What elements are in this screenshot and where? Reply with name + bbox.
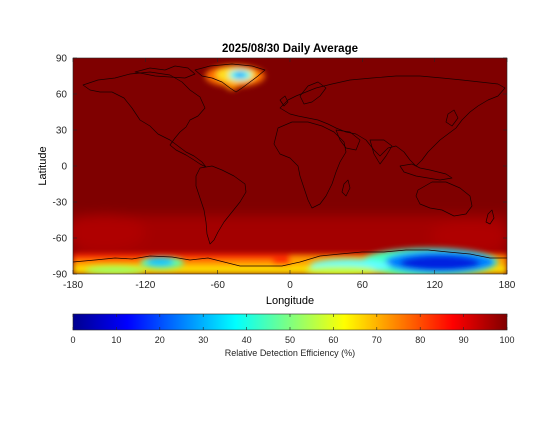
chart-title: 2025/08/30 Daily Average bbox=[222, 43, 358, 55]
coastline-japan bbox=[445, 109, 459, 127]
coastline-madagascar bbox=[341, 179, 351, 197]
plot-area bbox=[73, 58, 507, 274]
x-tick-label-0: -180 bbox=[63, 280, 83, 291]
coastline-british-isles bbox=[279, 95, 289, 107]
coastline-antarctica bbox=[73, 249, 507, 267]
x-axis-label: Longitude bbox=[266, 295, 314, 307]
y-tick-label-2: 30 bbox=[56, 126, 68, 137]
colorbar-tick-label-10: 100 bbox=[499, 335, 514, 345]
colorbar-tick-label-8: 80 bbox=[415, 335, 425, 345]
x-tick-label-5: 120 bbox=[426, 280, 443, 291]
coastline-australia bbox=[415, 181, 473, 217]
colorbar-tick-label-3: 30 bbox=[198, 335, 208, 345]
coastline-indonesia bbox=[399, 163, 453, 181]
x-axis-ticks: -180 -120 -60 0 60 120 180 bbox=[63, 58, 516, 291]
colorbar-tick-label-0: 0 bbox=[70, 335, 75, 345]
x-tick-label-2: -60 bbox=[210, 280, 225, 291]
coastline-africa bbox=[273, 121, 347, 209]
coastline-india bbox=[369, 139, 393, 165]
coastlines bbox=[73, 63, 507, 267]
colorbar-tick-label-6: 60 bbox=[328, 335, 338, 345]
coastline-north-america bbox=[82, 71, 207, 168]
y-tick-label-5: -60 bbox=[53, 234, 68, 245]
colorbar-tick-label-7: 70 bbox=[372, 335, 382, 345]
x-tick-label-1: -120 bbox=[135, 280, 155, 291]
y-tick-label-6: -90 bbox=[53, 270, 68, 281]
x-tick-label-3: 0 bbox=[287, 280, 293, 291]
colorbar-ticks: 0 10 20 30 40 50 60 70 80 90 100 bbox=[70, 314, 515, 345]
east-antarctica-low-region bbox=[305, 248, 498, 274]
colorbar-tick-label-2: 20 bbox=[155, 335, 165, 345]
colorbar-tick-label-5: 50 bbox=[285, 335, 295, 345]
coastline-south-america bbox=[195, 165, 247, 245]
west-antarctica-low-region bbox=[85, 257, 184, 274]
coastline-greenland bbox=[194, 63, 266, 93]
x-tick-label-4: 60 bbox=[357, 280, 369, 291]
coastline-eurasia bbox=[279, 75, 506, 167]
y-tick-label-0: 90 bbox=[56, 54, 68, 65]
y-tick-label-4: -30 bbox=[53, 198, 68, 209]
colorbar-tick-label-4: 40 bbox=[242, 335, 252, 345]
y-tick-label-1: 60 bbox=[56, 90, 68, 101]
coastline-new-zealand bbox=[485, 209, 495, 225]
colorbar-tick-label-1: 10 bbox=[111, 335, 121, 345]
y-tick-label-3: 0 bbox=[61, 162, 67, 173]
coastline-arabia bbox=[335, 129, 361, 151]
coastline-scandinavia bbox=[299, 81, 327, 105]
colorbar-label: Relative Detection Efficiency (%) bbox=[225, 348, 355, 358]
x-tick-label-6: 180 bbox=[499, 280, 516, 291]
colorbar-tick-label-9: 90 bbox=[459, 335, 469, 345]
y-axis-label: Latitude bbox=[37, 146, 49, 185]
coastline-arctic-islands bbox=[134, 65, 196, 79]
y-axis-ticks: 90 60 30 0 -30 -60 -90 bbox=[53, 54, 507, 281]
